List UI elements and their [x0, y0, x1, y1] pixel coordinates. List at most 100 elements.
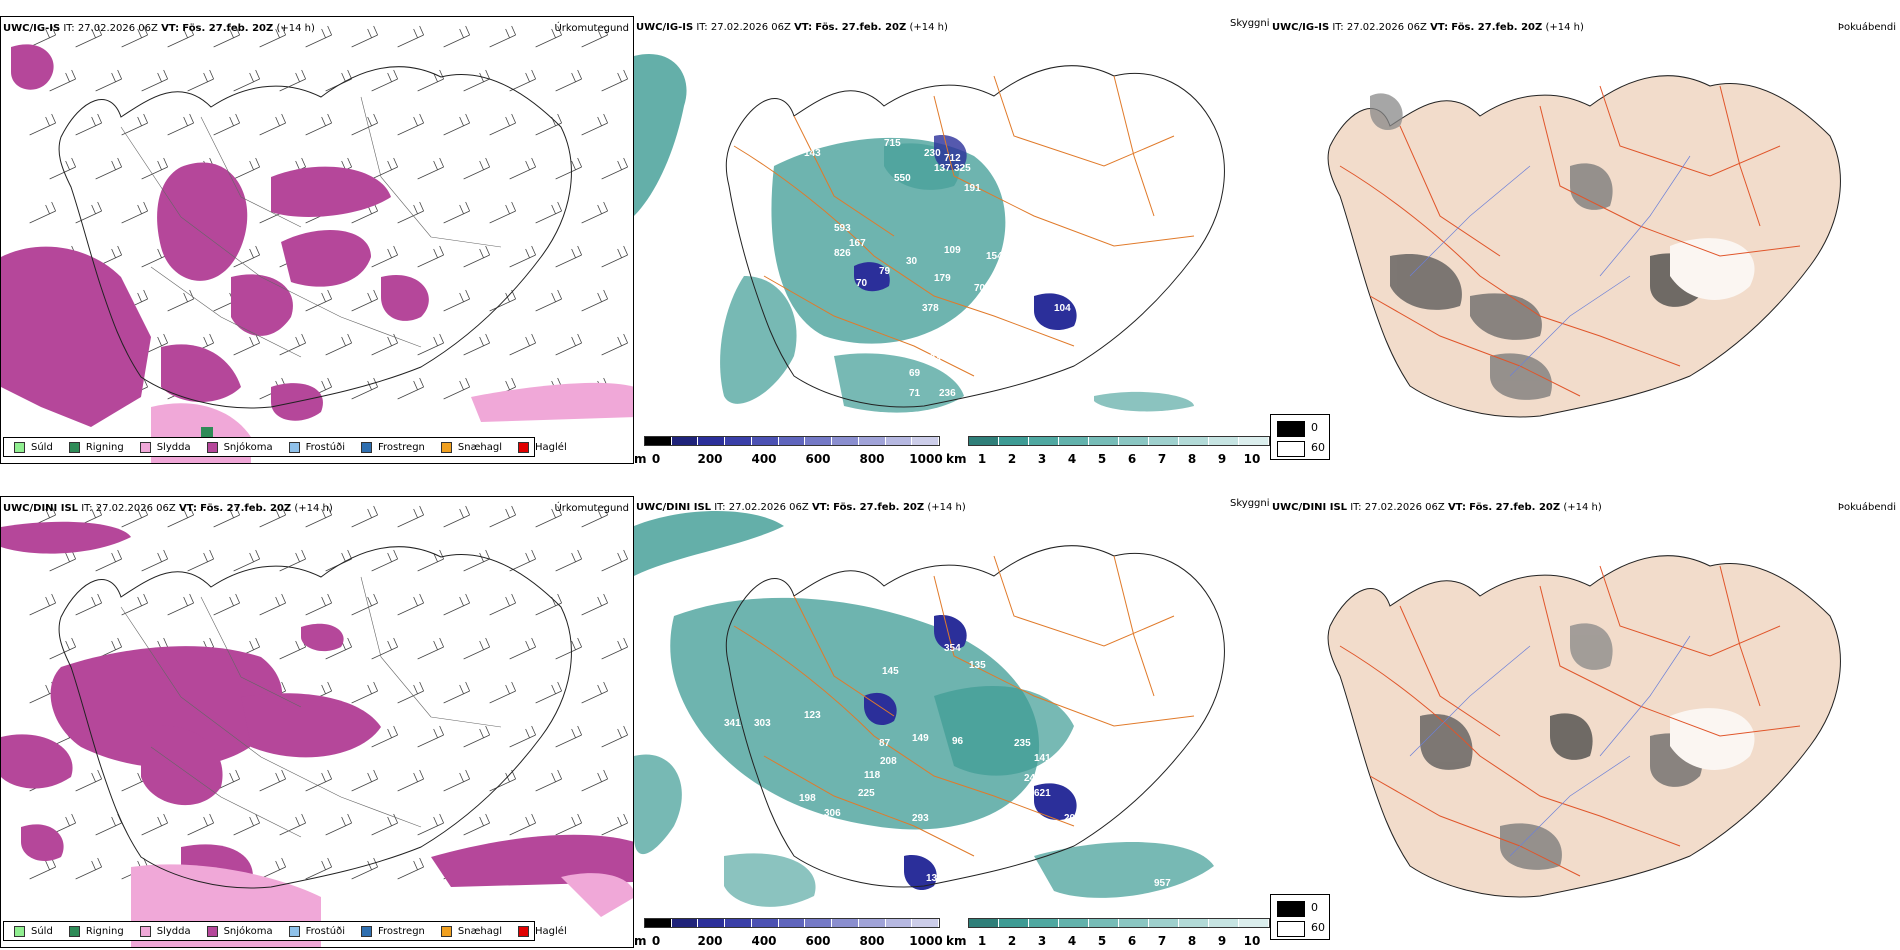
wind-barb-icon: [509, 333, 537, 356]
colorbar-tick: 10: [1243, 452, 1261, 464]
legend-swatch: [440, 925, 452, 937]
wind-barb-icon: [279, 69, 307, 92]
wind-barb-icon: [167, 505, 195, 528]
colorbar-segment: [1239, 437, 1269, 445]
colorbar-segment: [1029, 437, 1059, 445]
wind-barb-icon: [305, 593, 333, 616]
fog-map-2: [1327, 555, 1841, 898]
colorbar-tick: 5: [1097, 934, 1107, 948]
legend-item: Snæhagl: [440, 441, 503, 453]
visibility-colorbar: km 1 2 3 4 5 6 7 8 9 10: [946, 918, 1270, 948]
colorbar-segment: [969, 437, 999, 445]
legend-swatch: [14, 925, 25, 937]
wind-barbs: [29, 505, 629, 880]
legend-label: Slydda: [156, 925, 191, 937]
wind-barb-icon: [29, 25, 57, 48]
colorbar-tick: 3: [1037, 452, 1047, 464]
legend-label: Rigning: [85, 925, 124, 937]
cloud-base-label: 118: [864, 770, 881, 781]
colorbar-tick: 0: [651, 452, 661, 464]
colorbar-segment: [1059, 437, 1089, 445]
panel-title: Skyggni: [1230, 498, 1270, 509]
snow-area: [381, 275, 429, 321]
colorbar-tick: 2: [1007, 934, 1017, 948]
wind-barb-icon: [443, 201, 471, 224]
sleet-area: [471, 382, 633, 422]
cloud-base-label: 225: [858, 788, 875, 799]
wind-barb-icon: [489, 681, 517, 704]
snow-area: [271, 166, 391, 217]
wind-barb-icon: [371, 245, 399, 268]
colorbar-segment: [805, 919, 833, 927]
colorbar-tick: 5: [1097, 452, 1107, 464]
ptype-legend: Súld Rigning Slydda Snjókoma Frostúði Frostre…: [3, 437, 567, 457]
cloud-base-label: 145: [882, 666, 899, 677]
wind-barb-icon: [417, 549, 445, 572]
colorbar-segment: [1059, 919, 1089, 927]
colorbar-tick: 4: [1067, 452, 1077, 464]
wind-barb-icon: [75, 25, 103, 48]
cloud-base-label: 208: [1064, 813, 1081, 824]
wind-barb-icon: [371, 333, 399, 356]
colorbar-segment: [1149, 919, 1179, 927]
wind-barb-icon: [463, 637, 491, 660]
wind-barb-icon: [141, 549, 169, 572]
wind-barb-icon: [581, 769, 609, 792]
wind-barb-icon: [555, 69, 583, 92]
panel-header: UWC/DINI ISL IT: 27.02.2026 06Z VT: Fös.…: [3, 503, 333, 514]
legend-swatch: [288, 441, 300, 453]
cloud-base-label: 79: [879, 266, 891, 277]
cloud-base-label: 303: [754, 718, 771, 729]
wind-barb-icon: [509, 549, 537, 572]
cloud-base-label: 550: [894, 173, 911, 184]
colorbar-segment: [778, 437, 806, 445]
wind-barb-icon: [555, 549, 583, 572]
colorbar-tick: 6: [1127, 934, 1137, 948]
wind-barb-icon: [259, 505, 287, 528]
snow-area: [301, 623, 344, 652]
colorbar-tick: 800: [859, 452, 885, 464]
wind-barb-icon: [555, 245, 583, 268]
wind-barb-icon: [601, 549, 629, 572]
colorbar-segment: [885, 919, 913, 927]
wind-barb-icon: [417, 245, 445, 268]
cloud-base-label: 341: [724, 718, 741, 729]
legend-swatch: [440, 441, 452, 453]
wind-barb-icon: [417, 69, 445, 92]
legend-label: Snæhagl: [457, 441, 503, 453]
legend-item: Snæhagl: [440, 925, 502, 937]
snow-area: [1, 734, 73, 789]
cloud-base-label: 70: [974, 283, 986, 294]
snow-area: [1, 521, 131, 554]
wind-barb-icon: [233, 245, 261, 268]
legend-item: Snjókoma: [206, 925, 273, 937]
colorbar-tick: 9: [1217, 452, 1227, 464]
panel-title: Skyggni: [1230, 18, 1270, 29]
cloud-base-label: 87: [879, 738, 891, 749]
cloud-base-label: 20: [1014, 290, 1026, 301]
wind-barb-icon: [213, 113, 241, 136]
cloud-base-label: 96: [952, 736, 964, 747]
ptype-panel-2: UWC/DINI ISL IT: 27.02.2026 06Z VT: Fös.…: [0, 496, 634, 948]
wind-barb-icon: [443, 377, 471, 400]
colorbar-segment: [832, 437, 859, 445]
wind-barb-icon: [233, 333, 261, 356]
wind-barbs: [29, 25, 629, 400]
panel-title: Þokuábendi: [1837, 22, 1896, 33]
panel-title: Úrkomutegund: [554, 23, 629, 34]
colorbar-tick: 1: [977, 452, 987, 464]
colorbar-segment: [725, 437, 752, 445]
wind-barb-icon: [233, 813, 261, 836]
cloud-base-colorbar: m 0 200 400 600 800 1000: [634, 918, 943, 948]
colorbar-segment: [1089, 437, 1119, 445]
wind-barb-icon: [581, 681, 609, 704]
wind-barb-icon: [259, 593, 287, 616]
wind-barb-icon: [187, 813, 215, 836]
wind-barb-icon: [305, 857, 333, 880]
snow-area: [231, 274, 293, 336]
cloud-base-label: 103: [924, 353, 941, 364]
wind-barb-icon: [75, 593, 103, 616]
wind-barb-icon: [535, 113, 563, 136]
colorbar-segment: [1089, 919, 1119, 927]
